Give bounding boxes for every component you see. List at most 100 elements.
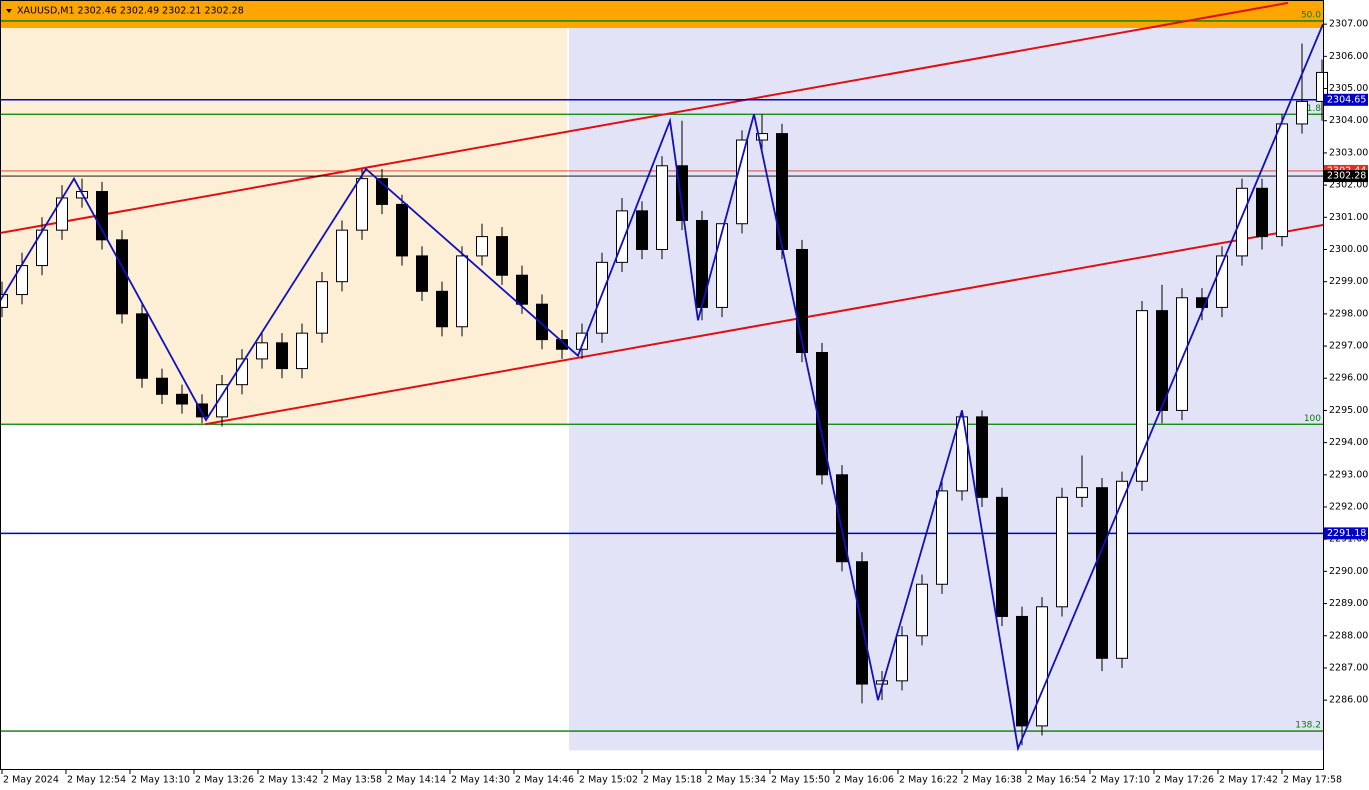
y-tick-label: 2295.00 <box>1329 405 1368 416</box>
price-box <box>1324 527 1368 540</box>
price-box-label: 2304.65 <box>1327 94 1366 105</box>
y-tick-label: 2286.00 <box>1329 695 1368 706</box>
candle-body <box>396 203 408 257</box>
candle-body <box>556 339 568 350</box>
fib-label: 100 <box>1304 414 1321 424</box>
x-tick-label: 2 May 15:34 <box>707 775 766 786</box>
x-tick-label: 2 May 16:38 <box>963 775 1022 786</box>
candle-body <box>616 210 628 263</box>
candle-body <box>1136 310 1148 482</box>
y-tick-label: 2298.00 <box>1329 308 1368 319</box>
candle-body <box>496 236 508 276</box>
y-tick-label: 2302.00 <box>1329 180 1368 191</box>
candle-body <box>596 261 608 334</box>
chart-title: XAUUSD,M1 2302.46 2302.49 2302.21 2302.2… <box>17 6 244 17</box>
menu-icon[interactable] <box>6 9 12 13</box>
candle-body <box>1316 71 1328 102</box>
plot-frame <box>0 0 1324 770</box>
candle-body <box>116 239 128 315</box>
candle-body <box>536 303 548 341</box>
x-tick-label: 2 May 13:26 <box>195 775 254 786</box>
candle-body <box>176 393 188 405</box>
candle-body <box>936 490 948 585</box>
price-box <box>1324 93 1368 106</box>
candle-body <box>316 281 328 334</box>
price-box-label: 2302.28 <box>1327 171 1366 182</box>
zone <box>0 0 1323 29</box>
x-tick-label: 2 May 2024 <box>3 775 59 786</box>
candle-body <box>436 290 448 328</box>
candle-body <box>336 229 348 283</box>
x-tick-label: 2 May 13:42 <box>259 775 318 786</box>
x-tick-label: 2 May 17:42 <box>1219 775 1278 786</box>
y-tick-label: 2305.00 <box>1329 83 1368 94</box>
candle-body <box>656 165 668 250</box>
candle-body <box>996 496 1008 617</box>
x-tick-label: 2 May 15:18 <box>643 775 702 786</box>
y-tick-label: 2287.00 <box>1329 662 1368 673</box>
x-tick-label: 2 May 16:54 <box>1027 775 1086 786</box>
candle-body <box>756 133 768 141</box>
y-tick-label: 2296.00 <box>1329 373 1368 384</box>
x-tick-label: 2 May 16:06 <box>835 775 894 786</box>
zigzag <box>0 23 1324 752</box>
zone <box>569 28 1323 751</box>
candle-body <box>216 384 228 418</box>
y-tick-label: 2292.00 <box>1329 502 1368 513</box>
x-tick-label: 2 May 12:54 <box>67 775 126 786</box>
y-tick-label: 2293.00 <box>1329 469 1368 480</box>
x-tick-label: 2 May 15:02 <box>579 775 638 786</box>
candle-body <box>736 139 748 225</box>
candle-body <box>456 255 468 328</box>
candle-body <box>196 403 208 418</box>
candle-body <box>256 342 268 360</box>
y-tick-label: 2297.00 <box>1329 341 1368 352</box>
candle-body <box>1056 496 1068 608</box>
candle-body <box>476 236 488 257</box>
x-tick-label: 2 May 17:10 <box>1091 775 1150 786</box>
trendline <box>204 224 1324 426</box>
candle-body <box>1256 187 1268 238</box>
y-tick-label: 2304.00 <box>1329 115 1368 126</box>
y-tick-label: 2294.00 <box>1329 437 1368 448</box>
x-tick-label: 2 May 14:30 <box>451 775 510 786</box>
candle-body <box>1036 606 1048 727</box>
x-tick-label: 2 May 13:10 <box>131 775 190 786</box>
candle-body <box>1296 100 1308 125</box>
y-tick-label: 2288.00 <box>1329 630 1368 641</box>
x-tick-label: 2 May 13:58 <box>323 775 382 786</box>
y-tick-label: 2290.00 <box>1329 566 1368 577</box>
y-tick-label: 2289.00 <box>1329 598 1368 609</box>
candle-body <box>416 255 428 292</box>
candle-body <box>156 377 168 395</box>
x-tick-label: 2 May 17:26 <box>1155 775 1214 786</box>
candle-body <box>1096 487 1108 659</box>
candle-body <box>1076 487 1088 498</box>
candle-body <box>276 342 288 370</box>
y-tick-label: 2303.00 <box>1329 147 1368 158</box>
candle-body <box>1016 615 1028 727</box>
candle-body <box>716 223 728 308</box>
x-tick-label: 2 May 14:14 <box>387 775 446 786</box>
candle-body <box>516 274 528 305</box>
candle-body <box>36 229 48 267</box>
candle-body <box>136 313 148 379</box>
y-tick-label: 2306.00 <box>1329 51 1368 62</box>
candle-body <box>1116 480 1128 659</box>
price-box <box>1324 170 1368 183</box>
candle-body <box>676 165 688 222</box>
candle-body <box>836 474 848 563</box>
candle-body <box>1216 255 1228 308</box>
fib-label: 61.8 <box>1301 104 1321 114</box>
candle-body <box>56 197 68 231</box>
candle-body <box>956 416 968 492</box>
candle-body <box>1156 310 1168 411</box>
y-tick-label: 2301.00 <box>1329 212 1368 223</box>
candle-body <box>1176 297 1188 411</box>
fib-label: 50.0 <box>1301 10 1321 20</box>
candle-body <box>1276 123 1288 238</box>
candle-body <box>1236 187 1248 257</box>
fib-label: 138.2 <box>1295 721 1321 731</box>
candle-body <box>376 178 388 205</box>
